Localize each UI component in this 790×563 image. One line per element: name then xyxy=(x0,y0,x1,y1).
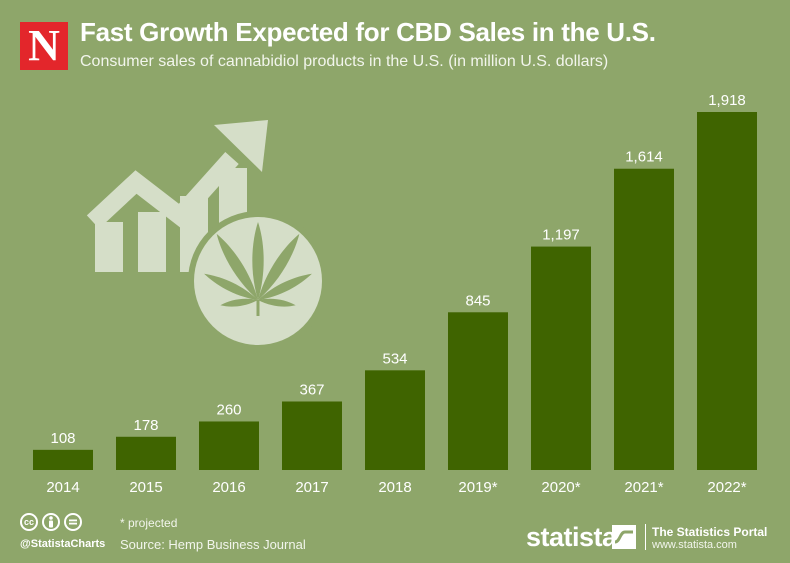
x-tick-label: 2020* xyxy=(541,479,580,496)
growth-arrow-icon xyxy=(86,120,268,272)
social-handle: @StatistaCharts xyxy=(20,538,106,550)
cannabis-leaf-icon xyxy=(204,222,312,316)
chart-subtitle: Consumer sales of cannabidiol products i… xyxy=(80,53,609,70)
x-tick-label: 2016 xyxy=(212,479,245,496)
x-tick-label: 2014 xyxy=(46,479,79,496)
bar-2019 xyxy=(448,312,508,470)
source-note: Source: Hemp Business Journal xyxy=(120,537,306,552)
projection-note: * projected xyxy=(120,516,178,530)
value-label: 260 xyxy=(216,401,241,418)
attribution-icon xyxy=(42,513,60,531)
value-label: 845 xyxy=(465,292,490,309)
value-label: 1,197 xyxy=(542,227,580,244)
newsweek-logo: N xyxy=(20,22,68,70)
value-label: 1,614 xyxy=(625,149,663,166)
x-tick-label: 2022* xyxy=(707,479,746,496)
bar-2017 xyxy=(282,401,342,470)
portal-name: The Statistics Portal xyxy=(652,525,768,539)
value-label: 178 xyxy=(133,417,158,434)
bar-series: 108 2014 178 2015 260 2016 367 2017 534 2018 845 20… xyxy=(33,92,757,496)
bar-2020 xyxy=(531,246,591,470)
cc-icon: cc xyxy=(20,513,38,531)
chart-title: Fast Growth Expected for CBD Sales in th… xyxy=(80,17,656,47)
bar-2016 xyxy=(199,421,259,470)
statista-mark-icon xyxy=(612,525,636,549)
value-label: 108 xyxy=(50,430,75,447)
x-tick-label: 2021* xyxy=(624,479,663,496)
bar-2018 xyxy=(365,370,425,470)
statista-wordmark: statista xyxy=(526,522,617,552)
license-icons: cc xyxy=(20,513,82,531)
bar-2022 xyxy=(697,112,757,470)
value-label: 534 xyxy=(382,350,407,367)
x-tick-label: 2015 xyxy=(129,479,162,496)
value-label: 367 xyxy=(299,381,324,398)
x-tick-label: 2018 xyxy=(378,479,411,496)
x-tick-label: 2019* xyxy=(458,479,497,496)
x-tick-label: 2017 xyxy=(295,479,328,496)
no-derivatives-icon xyxy=(64,513,82,531)
bar-2014 xyxy=(33,449,93,470)
brand-divider xyxy=(645,524,646,550)
bar-2021 xyxy=(614,168,674,471)
bar-2015 xyxy=(116,436,176,470)
portal-url: www.statista.com xyxy=(652,539,737,551)
value-label: 1,918 xyxy=(708,92,746,109)
